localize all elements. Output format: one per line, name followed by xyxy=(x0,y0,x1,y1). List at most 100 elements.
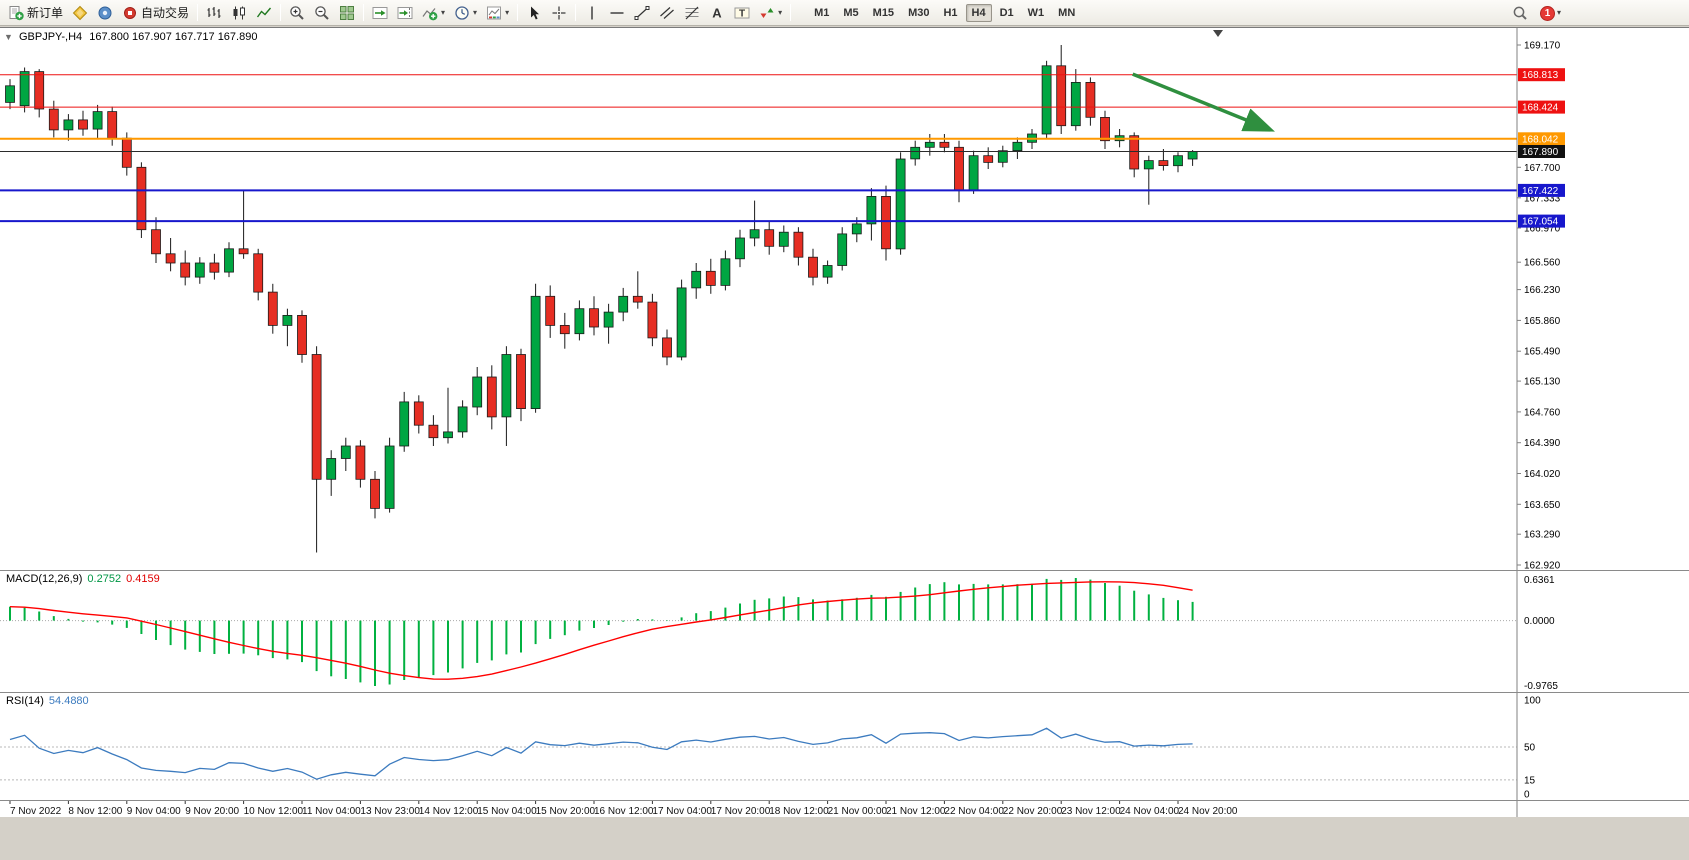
svg-text:11 Nov 04:00: 11 Nov 04:00 xyxy=(302,806,361,817)
svg-text:169.170: 169.170 xyxy=(1524,41,1561,52)
svg-text:165.860: 165.860 xyxy=(1524,316,1561,327)
template-icon xyxy=(486,5,502,21)
templates-button[interactable]: ▾ xyxy=(482,2,513,23)
chart-shift-button[interactable] xyxy=(393,2,417,23)
svg-text:-0.9765: -0.9765 xyxy=(1524,681,1558,692)
line-chart-icon xyxy=(256,5,272,21)
tile-windows-button[interactable] xyxy=(335,2,359,23)
rsi-line xyxy=(9,727,1193,780)
svg-text:17 Nov 20:00: 17 Nov 20:00 xyxy=(711,806,771,817)
svg-text:165.490: 165.490 xyxy=(1524,347,1561,358)
timeframe-m30-button[interactable]: M30 xyxy=(908,6,930,19)
macd-signal-value: 0.4159 xyxy=(126,573,160,585)
svg-text:166.970: 166.970 xyxy=(1524,224,1561,235)
svg-text:21 Nov 00:00: 21 Nov 00:00 xyxy=(828,806,888,817)
svg-text:168.424: 168.424 xyxy=(1522,103,1559,114)
svg-text:163.650: 163.650 xyxy=(1524,500,1561,511)
zoom-out-button[interactable] xyxy=(310,2,334,23)
vertical-line-button[interactable] xyxy=(580,2,604,23)
rsi-name: RSI(14) xyxy=(6,695,44,707)
timeframe-m1-button[interactable]: M1 xyxy=(814,6,830,19)
svg-text:167.700: 167.700 xyxy=(1524,163,1561,174)
svg-text:9 Nov 04:00: 9 Nov 04:00 xyxy=(127,806,181,817)
timeframe-d1-button[interactable]: D1 xyxy=(999,6,1014,19)
timeframe-h1-button[interactable]: H1 xyxy=(943,6,958,19)
rsi-panel[interactable]: RSI(14) 54.4880 100 50 15 0 xyxy=(0,692,1689,800)
timeframe-h4-button[interactable]: H4 xyxy=(965,3,992,22)
auto-scroll-button[interactable] xyxy=(368,2,392,23)
chevron-down-icon: ▾ xyxy=(1557,8,1562,17)
chart-symbol-timeframe: GBPJPY-,H4 xyxy=(18,31,83,43)
zoom-in-button[interactable] xyxy=(285,2,309,23)
time-axis[interactable]: 7 Nov 2022 8 Nov 12:00 9 Nov 04:00 9 Nov 20… xyxy=(0,800,1689,817)
svg-text:17 Nov 04:00: 17 Nov 04:00 xyxy=(652,806,712,817)
svg-text:22 Nov 04:00: 22 Nov 04:00 xyxy=(944,806,1004,817)
new-order-button-label: 新订单 xyxy=(27,6,64,20)
svg-text:100: 100 xyxy=(1524,696,1541,707)
svg-text:22 Nov 20:00: 22 Nov 20:00 xyxy=(1003,806,1063,817)
auto-scroll-icon xyxy=(372,5,388,21)
macd-canvas: 0.6361 0.0000 -0.9765 xyxy=(0,571,1558,692)
svg-text:23 Nov 12:00: 23 Nov 12:00 xyxy=(1061,806,1121,817)
chart-window[interactable]: ▼ GBPJPY-,H4 167.800 167.907 167.717 167… xyxy=(0,27,1689,817)
trendline-button[interactable] xyxy=(630,2,654,23)
channel-button[interactable] xyxy=(655,2,679,23)
notification-count-badge: 1 xyxy=(1540,5,1555,21)
svg-text:162.920: 162.920 xyxy=(1524,561,1561,571)
candles-layer xyxy=(5,45,1198,553)
timeframe-m15-button[interactable]: M15 xyxy=(872,6,895,19)
timeframe-mn-button[interactable]: MN xyxy=(1058,6,1076,19)
text-label-button[interactable]: T xyxy=(730,2,754,23)
svg-text:T: T xyxy=(739,8,745,19)
market-watch-button[interactable] xyxy=(93,2,117,23)
indicators-button[interactable]: ▾ xyxy=(418,2,449,23)
text-button[interactable]: A xyxy=(705,2,729,23)
line-chart-button[interactable] xyxy=(252,2,276,23)
timeframe-group: M1 M5 M15 M30 H1 H4 D1 W1 MN xyxy=(808,3,1081,22)
chart-shift-icon xyxy=(397,5,413,21)
arrows-button[interactable]: ▾ xyxy=(755,2,786,23)
search-icon xyxy=(1512,5,1528,21)
svg-text:165.130: 165.130 xyxy=(1524,377,1561,388)
svg-text:24 Nov 04:00: 24 Nov 04:00 xyxy=(1120,806,1180,817)
price-chart-canvas[interactable]: 169.170 167.700 167.333 166.970 166.560 166.2… xyxy=(0,28,1689,570)
toolbar-separator xyxy=(517,4,519,21)
metaeditor-button[interactable] xyxy=(68,2,92,23)
search-button[interactable] xyxy=(1508,3,1532,24)
crosshair-button[interactable] xyxy=(547,2,571,23)
one-click-trading-arrow[interactable]: ▼ xyxy=(4,32,13,42)
svg-text:15: 15 xyxy=(1524,775,1536,786)
tile-windows-icon xyxy=(339,5,355,21)
toolbar-separator xyxy=(575,4,577,21)
price-chart-panel[interactable]: ▼ GBPJPY-,H4 167.800 167.907 167.717 167… xyxy=(0,28,1689,570)
periods-button[interactable]: ▾ xyxy=(450,2,481,23)
chart-shift-marker xyxy=(1213,30,1223,37)
timeframe-m5-button[interactable]: M5 xyxy=(843,6,859,19)
svg-text:0: 0 xyxy=(1524,790,1530,801)
chevron-down-icon: ▾ xyxy=(505,7,510,17)
svg-text:9 Nov 20:00: 9 Nov 20:00 xyxy=(185,806,239,817)
svg-text:166.560: 166.560 xyxy=(1524,258,1561,269)
trend-arrow-annotation xyxy=(1132,72,1275,132)
rsi-value: 54.4880 xyxy=(48,695,89,707)
cursor-button[interactable] xyxy=(522,2,546,23)
autotrading-button[interactable]: 自动交易 xyxy=(118,2,193,23)
svg-text:18 Nov 12:00: 18 Nov 12:00 xyxy=(769,806,829,817)
new-order-button[interactable]: 新订单 xyxy=(4,2,67,23)
toolbar-separator xyxy=(790,4,792,21)
chevron-down-icon: ▾ xyxy=(778,7,783,17)
notifications-button[interactable]: 1 ▾ xyxy=(1540,5,1562,21)
timeframe-w1-button[interactable]: W1 xyxy=(1027,6,1045,19)
svg-text:16 Nov 12:00: 16 Nov 12:00 xyxy=(594,806,654,817)
toolbar-separator xyxy=(197,4,199,21)
vertical-line-icon xyxy=(584,5,600,21)
macd-main-value: 0.2752 xyxy=(87,573,122,585)
macd-panel[interactable]: MACD(12,26,9) 0.2752 0.4159 0.6361 0.0000 -0… xyxy=(0,570,1689,692)
svg-text:21 Nov 12:00: 21 Nov 12:00 xyxy=(886,806,946,817)
svg-text:13 Nov 23:00: 13 Nov 23:00 xyxy=(360,806,420,817)
fibonacci-button[interactable] xyxy=(680,2,704,23)
horizontal-line-button[interactable] xyxy=(605,2,629,23)
bar-chart-button[interactable] xyxy=(202,2,226,23)
candlestick-chart-button[interactable] xyxy=(227,2,251,23)
